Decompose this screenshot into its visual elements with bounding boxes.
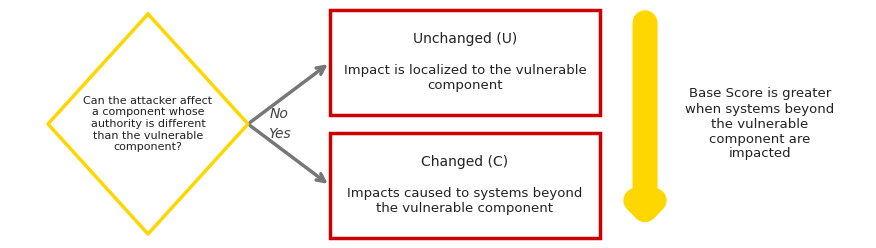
Text: Unchanged (U): Unchanged (U) — [413, 32, 517, 46]
Bar — [330, 10, 600, 115]
Bar — [330, 133, 600, 238]
Text: Changed (C): Changed (C) — [421, 155, 509, 169]
Text: Can the attacker affect
a component whose
authority is different
than the vulner: Can the attacker affect a component whos… — [83, 96, 213, 152]
Text: Base Score is greater
when systems beyond
the vulnerable
component are
impacted: Base Score is greater when systems beyon… — [685, 88, 835, 160]
Text: Yes: Yes — [268, 127, 291, 141]
Text: Impact is localized to the vulnerable
component: Impact is localized to the vulnerable co… — [343, 64, 586, 92]
Text: Impacts caused to systems beyond
the vulnerable component: Impacts caused to systems beyond the vul… — [347, 187, 583, 215]
Text: No: No — [270, 107, 288, 121]
